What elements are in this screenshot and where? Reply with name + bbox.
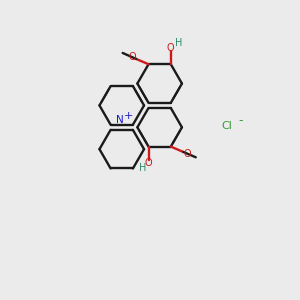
- Text: O: O: [183, 149, 191, 159]
- Text: N: N: [116, 115, 123, 125]
- Text: Cl: Cl: [222, 121, 233, 131]
- Text: +: +: [124, 111, 133, 121]
- Text: O: O: [167, 43, 175, 53]
- Text: H: H: [175, 38, 182, 47]
- Text: H: H: [139, 163, 146, 173]
- Text: O: O: [129, 52, 136, 62]
- Text: O: O: [145, 158, 152, 168]
- Text: -: -: [238, 114, 243, 128]
